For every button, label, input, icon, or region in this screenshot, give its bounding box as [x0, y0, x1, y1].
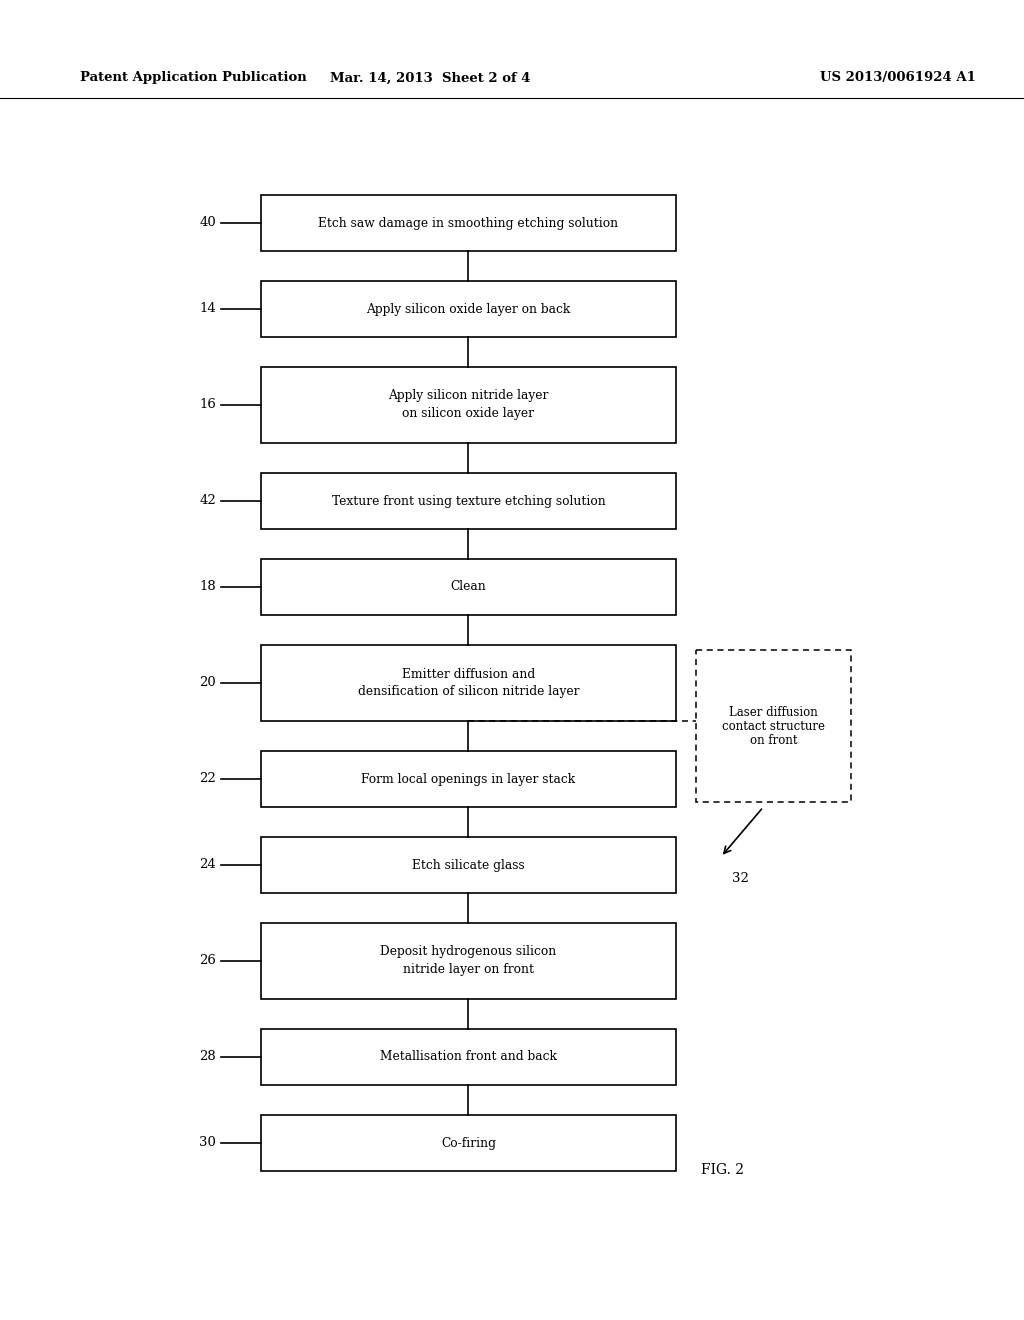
Text: Apply silicon nitride layer
on silicon oxide layer: Apply silicon nitride layer on silicon o…: [388, 389, 549, 421]
Text: US 2013/0061924 A1: US 2013/0061924 A1: [820, 71, 976, 84]
Text: on front: on front: [750, 734, 797, 747]
Text: Texture front using texture etching solution: Texture front using texture etching solu…: [332, 495, 605, 507]
Text: Etch saw damage in smoothing etching solution: Etch saw damage in smoothing etching sol…: [318, 216, 618, 230]
Text: 40: 40: [200, 216, 216, 230]
Text: 16: 16: [200, 399, 216, 412]
Bar: [261, 751, 676, 807]
Text: Clean: Clean: [451, 581, 486, 594]
Text: Patent Application Publication: Patent Application Publication: [80, 71, 307, 84]
Text: Metallisation front and back: Metallisation front and back: [380, 1051, 557, 1064]
Text: 32: 32: [732, 873, 750, 884]
Bar: [261, 837, 676, 894]
Bar: [261, 923, 676, 999]
Text: Mar. 14, 2013  Sheet 2 of 4: Mar. 14, 2013 Sheet 2 of 4: [330, 71, 530, 84]
Text: Emitter diffusion and
densification of silicon nitride layer: Emitter diffusion and densification of s…: [357, 668, 580, 698]
Bar: [261, 645, 676, 721]
Text: 24: 24: [200, 858, 216, 871]
Text: 28: 28: [200, 1051, 216, 1064]
Bar: [261, 367, 676, 444]
Text: Laser diffusion: Laser diffusion: [729, 705, 818, 718]
Bar: [261, 195, 676, 251]
Text: 22: 22: [200, 772, 216, 785]
Text: 26: 26: [200, 954, 216, 968]
Text: contact structure: contact structure: [722, 719, 825, 733]
Bar: [261, 281, 676, 337]
Text: Apply silicon oxide layer on back: Apply silicon oxide layer on back: [367, 302, 570, 315]
Bar: [261, 473, 676, 529]
Text: 18: 18: [200, 581, 216, 594]
Text: Form local openings in layer stack: Form local openings in layer stack: [361, 772, 575, 785]
Text: 14: 14: [200, 302, 216, 315]
Text: 42: 42: [200, 495, 216, 507]
Text: 20: 20: [200, 676, 216, 689]
Bar: [261, 558, 676, 615]
Text: Co-firing: Co-firing: [441, 1137, 496, 1150]
Bar: [261, 1030, 676, 1085]
Bar: [261, 1115, 676, 1171]
Text: Deposit hydrogenous silicon
nitride layer on front: Deposit hydrogenous silicon nitride laye…: [380, 945, 557, 977]
Text: Etch silicate glass: Etch silicate glass: [412, 858, 525, 871]
Bar: [696, 649, 851, 803]
Text: FIG. 2: FIG. 2: [700, 1163, 743, 1177]
Text: 30: 30: [200, 1137, 216, 1150]
